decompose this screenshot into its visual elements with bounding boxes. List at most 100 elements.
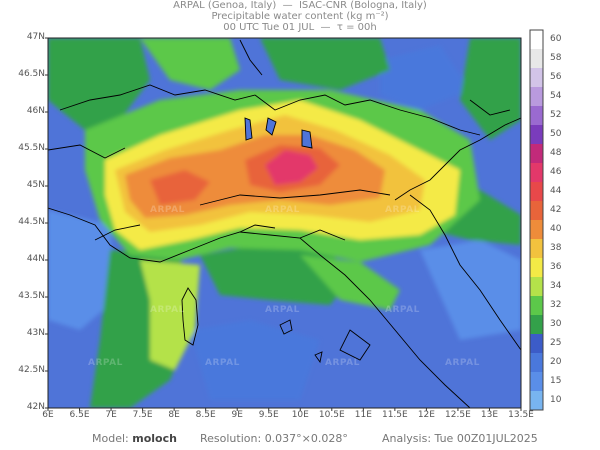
pwc-field bbox=[48, 38, 521, 408]
longitude-tick-label: 11E bbox=[354, 410, 372, 420]
colorbar-tick-label: 50 bbox=[550, 128, 562, 139]
colorbar-swatch bbox=[530, 296, 543, 316]
colorbar-tick-label: 30 bbox=[550, 318, 562, 329]
latitude-tick-label: 46N bbox=[26, 106, 45, 116]
latitude-tick-label: 44.5N bbox=[18, 217, 45, 227]
colorbar-tick-label: 38 bbox=[550, 242, 562, 253]
colorbar-swatch bbox=[530, 372, 543, 392]
colorbar-tick-label: 44 bbox=[550, 185, 562, 196]
longitude-tick-label: 8.5E bbox=[195, 410, 216, 420]
lake-maggiore bbox=[244, 117, 253, 141]
watermark: ARPAL bbox=[265, 205, 300, 215]
analysis-label: Analysis: bbox=[382, 432, 432, 445]
resolution-value: 0.037°×0.028° bbox=[264, 432, 348, 445]
colorbar-tick-label: 60 bbox=[550, 33, 562, 44]
border-emilia bbox=[299, 229, 346, 241]
longitude-tick-label: 10E bbox=[291, 410, 309, 420]
colorbar-swatch bbox=[530, 182, 543, 202]
latitude-tick-label: 43.5N bbox=[18, 291, 45, 301]
header-field-line: Precipitable water content (kg m⁻²) bbox=[211, 11, 389, 22]
coastlines-borders bbox=[48, 39, 521, 408]
colorbar-swatch bbox=[530, 353, 543, 373]
longitude-tick-label: 6.5E bbox=[69, 410, 90, 420]
colorbar-swatch bbox=[530, 277, 543, 297]
watermark: ARPAL bbox=[150, 205, 185, 215]
coastline-adriatic-north bbox=[394, 117, 521, 201]
lakes bbox=[244, 117, 313, 149]
longitude-tick-label: 9E bbox=[231, 410, 243, 420]
analysis-value: Tue 00Z01JUL2025 bbox=[434, 432, 538, 445]
colorbar-swatch bbox=[530, 144, 543, 164]
longitude-tick-label: 10.5E bbox=[318, 410, 345, 420]
coastline-genoa bbox=[239, 224, 276, 233]
colorbar-swatch bbox=[530, 220, 543, 240]
colorbar-swatch bbox=[530, 239, 543, 259]
colorbar-tick-label: 46 bbox=[550, 166, 562, 177]
axis-ticks bbox=[45, 37, 522, 411]
border-slovenia bbox=[469, 99, 511, 116]
colorbar-tick-label: 58 bbox=[550, 52, 562, 63]
latitude-tick-label: 44N bbox=[26, 254, 45, 264]
colorbar-swatch bbox=[530, 30, 543, 50]
colorbar-swatch bbox=[530, 49, 543, 69]
field-patch-blue-south bbox=[190, 320, 320, 400]
colorbar-swatch bbox=[530, 334, 543, 354]
watermark: ARPAL bbox=[205, 358, 240, 368]
coastline-island bbox=[314, 351, 323, 364]
longitude-tick-label: 11.5E bbox=[381, 410, 408, 420]
longitude-tick-label: 13.5E bbox=[508, 410, 534, 420]
field-red-core bbox=[265, 150, 318, 185]
colorbar-tick-label: 36 bbox=[550, 261, 562, 272]
resolution-label: Resolution: bbox=[200, 432, 262, 445]
header-title-line: ARPAL (Genoa, Italy) — ISAC-CNR (Bologna… bbox=[173, 0, 427, 11]
field-green-n-alps bbox=[260, 38, 390, 90]
colorbar-swatch bbox=[530, 201, 543, 221]
colorbar-swatch bbox=[530, 106, 543, 126]
border-alps bbox=[254, 94, 481, 136]
border-lazio bbox=[339, 329, 371, 361]
longitude-tick-label: 13E bbox=[480, 410, 499, 420]
border-swiss bbox=[59, 84, 256, 111]
border-liguria bbox=[94, 224, 141, 241]
field-lime-corsica bbox=[140, 260, 200, 370]
latitude-tick-label: 47N bbox=[26, 32, 45, 42]
coastline-corsica bbox=[181, 287, 199, 346]
longitude-tick-label: 6E bbox=[42, 410, 54, 420]
border-po bbox=[199, 189, 391, 206]
longitude-tick-label: 12E bbox=[417, 410, 435, 420]
colorbar-tick-label: 42 bbox=[550, 204, 562, 215]
colorbar-swatch bbox=[530, 87, 543, 107]
colorbar-tick-label: 56 bbox=[550, 71, 562, 82]
footer-resolution: Resolution: 0.037°×0.028° bbox=[200, 432, 348, 445]
watermark: ARPAL bbox=[150, 305, 185, 315]
colorbar-tick-label: 48 bbox=[550, 147, 562, 158]
longitude-tick-label: 8E bbox=[168, 410, 180, 420]
colorbar-tick-label: 40 bbox=[550, 223, 562, 234]
model-label: Model: bbox=[92, 432, 129, 445]
colorbar-tick-label: 34 bbox=[550, 280, 562, 291]
colorbar-tick-label: 52 bbox=[550, 109, 562, 120]
watermark: ARPAL bbox=[445, 358, 480, 368]
longitude-tick-label: 7E bbox=[105, 410, 117, 420]
colorbar-swatch bbox=[530, 315, 543, 335]
longitude-tick-label: 9.5E bbox=[258, 410, 279, 420]
colorbar-tick-label: 15 bbox=[550, 375, 562, 386]
field-lightgreen-tuscany bbox=[300, 255, 400, 310]
coastline-elba bbox=[279, 319, 293, 335]
lake-como bbox=[265, 117, 277, 136]
colorbar-swatch bbox=[530, 125, 543, 145]
field-patch-blue-north bbox=[380, 45, 470, 110]
latitude-tick-label: 42N bbox=[26, 402, 45, 412]
lake-garda bbox=[301, 129, 313, 149]
latitude-tick-label: 43N bbox=[26, 328, 45, 338]
latitude-tick-label: 46.5N bbox=[18, 69, 45, 79]
field-green-ne bbox=[460, 38, 521, 140]
watermark: ARPAL bbox=[385, 305, 420, 315]
colorbar-frame bbox=[529, 29, 544, 411]
footer-analysis: Analysis: Tue 00Z01JUL2025 bbox=[382, 432, 538, 445]
colorbar-tick-label: 54 bbox=[550, 90, 562, 101]
watermark: ARPAL bbox=[325, 358, 360, 368]
field-green-north bbox=[140, 38, 240, 90]
header-time-line: 00 UTC Tue 01 JUL — τ = 00h bbox=[223, 22, 377, 33]
